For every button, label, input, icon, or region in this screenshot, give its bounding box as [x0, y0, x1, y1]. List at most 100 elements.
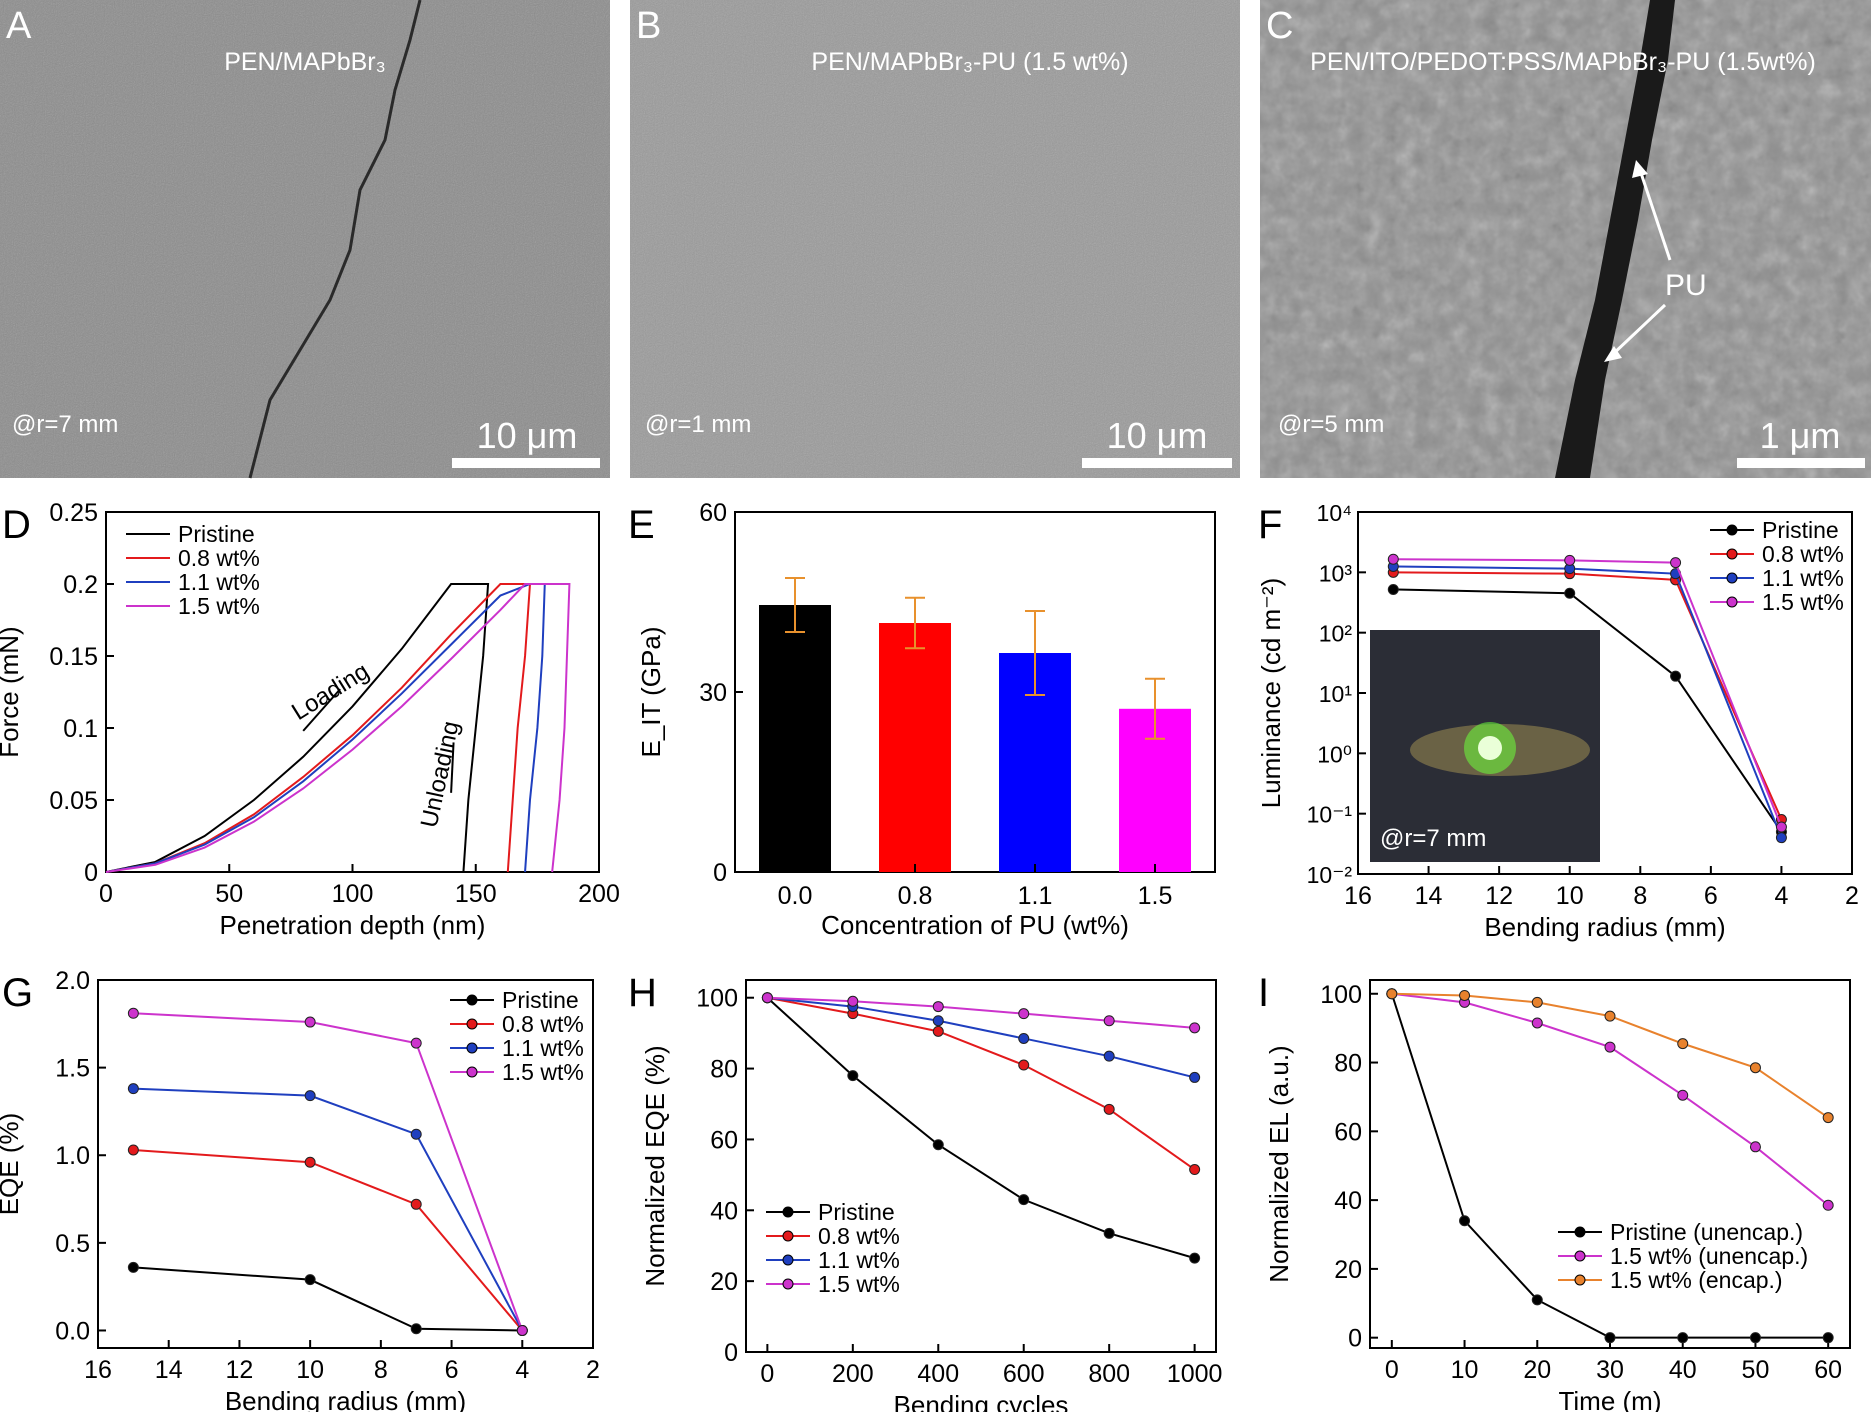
x-tick-label: 20 [1523, 1356, 1551, 1384]
bend-radius-label-a: @r=7 mm [12, 411, 118, 438]
y-axis-label: Force (mN) [0, 626, 24, 757]
panel-f: F 16 14 12 10 8 6 4 2 10⁻² 10⁻¹ 10⁰ 10¹ 10² 10³ 10⁴ Bend… [1256, 500, 1859, 942]
x-tick-label: 200 [832, 1360, 874, 1388]
data-point [304, 1016, 316, 1028]
plot-frame [745, 979, 1217, 1353]
data-point [1018, 1059, 1030, 1071]
loading-arrow [302, 688, 341, 732]
y-tick-label: 0 [1348, 1325, 1362, 1353]
bar [879, 623, 951, 872]
series-line [133, 1148, 524, 1332]
legend-entry: 1.1 wt% [818, 1247, 900, 1273]
y-tick-label: 10⁻² [1307, 862, 1353, 888]
series-line [1393, 558, 1783, 828]
data-point [1387, 583, 1399, 595]
data-point [1670, 557, 1682, 569]
data-point [847, 995, 859, 1007]
data-point [1822, 1199, 1834, 1211]
series-line [1393, 565, 1783, 839]
legend-marker [1726, 548, 1738, 560]
data-point [1103, 1015, 1115, 1027]
pu-annotation: PU [1665, 269, 1707, 302]
legend-entry: Pristine (unencap.) [1610, 1219, 1803, 1245]
series-line [133, 1087, 524, 1331]
x-axis-label: Penetration depth (nm) [220, 910, 486, 940]
inset-emission [1478, 736, 1502, 760]
y-tick-label: 10⁰ [1317, 741, 1352, 767]
y-tick-label: 0.15 [49, 643, 98, 671]
legend-entry: Pristine [818, 1199, 895, 1225]
legend-entry: 0.8 wt% [818, 1223, 900, 1249]
legend-entry: 1.1 wt% [178, 569, 260, 595]
sem-title-a: PEN/MAPbBr₃ [224, 48, 386, 76]
data-point [1386, 988, 1398, 1000]
y-tick-label: 80 [1334, 1050, 1362, 1078]
y-tick-label: 0.25 [49, 499, 98, 527]
x-tick-label: 600 [1003, 1360, 1045, 1388]
pu-arrowhead [1604, 346, 1622, 362]
legend-entry: 0.8 wt% [1762, 541, 1844, 567]
legend-entry: 1.5 wt% [178, 593, 260, 619]
data-point [127, 1007, 139, 1019]
data-point [516, 1324, 528, 1336]
data-point [1018, 1194, 1030, 1206]
unloading-annotation: Unloading [416, 719, 465, 830]
legend-entry: Pristine [502, 987, 579, 1013]
data-point [1749, 1141, 1761, 1153]
data-point [932, 1139, 944, 1151]
legend-marker [782, 1278, 794, 1290]
data-point [932, 1015, 944, 1027]
panel-letter-c: C [1266, 5, 1293, 47]
data-point [1103, 1227, 1115, 1239]
data-point [932, 1001, 944, 1013]
x-tick-label: 150 [455, 880, 497, 908]
series-line [766, 996, 1195, 1260]
series-line [105, 583, 532, 873]
data-point [1677, 1089, 1689, 1101]
panel-letter-g: G [2, 971, 33, 1015]
x-tick-label: 50 [1742, 1356, 1770, 1384]
x-tick-label: 14 [1415, 882, 1443, 910]
crack-line [1555, 0, 1675, 478]
bend-radius-label-c: @r=5 mm [1278, 411, 1384, 438]
x-tick-label: 0.8 [898, 882, 933, 910]
x-tick-label: 1000 [1167, 1360, 1223, 1388]
y-tick-label: 0.05 [49, 787, 98, 815]
x-tick-label: 400 [917, 1360, 959, 1388]
data-point [1018, 1032, 1030, 1044]
series-line [105, 583, 571, 873]
x-tick-label: 2 [586, 1356, 600, 1384]
data-point [1604, 1010, 1616, 1022]
y-tick-label: 100 [1320, 981, 1362, 1009]
series-line [1393, 588, 1783, 833]
legend-marker [1574, 1250, 1586, 1262]
x-tick-label: 4 [515, 1356, 529, 1384]
series-line [105, 583, 490, 873]
data-point [1189, 1164, 1201, 1176]
y-tick-label: 10⁴ [1317, 500, 1352, 526]
y-tick-label: 0 [724, 1339, 738, 1367]
x-tick-label: 10 [1556, 882, 1584, 910]
panel-letter-b: B [636, 5, 661, 47]
x-tick-label: 16 [1344, 882, 1372, 910]
legend-entry: 1.1 wt% [1762, 565, 1844, 591]
y-tick-label: 2.0 [55, 967, 90, 995]
data-point [1677, 1038, 1689, 1050]
y-tick-label: 10³ [1319, 560, 1353, 586]
data-point [1775, 821, 1787, 833]
sem-panel-b: B PEN/MAPbBr₃-PU (1.5 wt%) @r=1 mm 10 μm [630, 0, 1240, 478]
data-point [1822, 1112, 1834, 1124]
x-tick-label: 0 [99, 880, 113, 908]
x-tick-label: 16 [84, 1356, 112, 1384]
scale-bar-label-a: 10 μm [477, 415, 578, 456]
x-tick-label: 0 [760, 1360, 774, 1388]
data-point [304, 1090, 316, 1102]
y-tick-label: 0.0 [55, 1317, 90, 1345]
pu-arrow [1638, 169, 1672, 261]
x-tick-label: 8 [374, 1356, 388, 1384]
x-tick-label: 1.1 [1018, 882, 1053, 910]
x-tick-label: 12 [1485, 882, 1513, 910]
legend-marker [782, 1206, 794, 1218]
x-tick-label: 50 [215, 880, 243, 908]
scale-bar-a [452, 458, 600, 468]
